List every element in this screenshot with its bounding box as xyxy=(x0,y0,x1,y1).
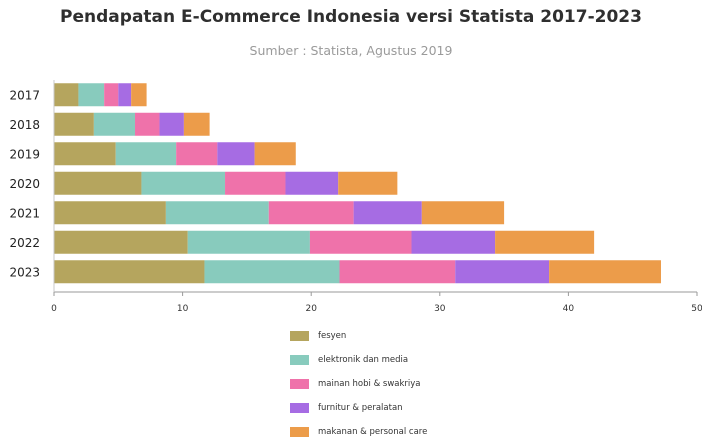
bar-2023-series-2 xyxy=(339,260,456,284)
legend-swatch xyxy=(290,427,309,437)
legend-swatch xyxy=(290,379,309,389)
legend-swatch xyxy=(290,403,309,413)
bar-2017-series-0 xyxy=(54,83,79,107)
x-tick-label: 20 xyxy=(305,304,317,314)
bar-2017-series-4 xyxy=(131,83,147,107)
bar-2022-series-3 xyxy=(411,230,496,254)
bar-2023-series-4 xyxy=(549,260,661,284)
bar-2020-series-2 xyxy=(225,171,286,195)
bar-2020-series-1 xyxy=(141,171,226,195)
y-tick-label: 2021 xyxy=(9,206,40,220)
legend-item: mainan hobi & swakriya xyxy=(290,379,421,389)
x-tick-label: 10 xyxy=(177,304,189,314)
y-tick-label: 2019 xyxy=(9,147,40,161)
bar-2018-series-3 xyxy=(159,112,184,136)
bar-2021-series-4 xyxy=(421,201,505,225)
bar-2019-series-0 xyxy=(54,142,116,166)
bar-2019-series-3 xyxy=(217,142,255,166)
bar-2021-series-0 xyxy=(54,201,166,225)
bar-2018-series-2 xyxy=(135,112,160,136)
bar-2021-series-3 xyxy=(353,201,422,225)
y-tick-label: 2017 xyxy=(9,88,40,102)
chart-subtitle: Sumber : Statista, Agustus 2019 xyxy=(249,43,453,58)
y-tick-label: 2018 xyxy=(9,118,40,132)
bar-2018-series-4 xyxy=(183,112,210,136)
legend-item: makanan & personal care xyxy=(290,427,427,437)
bar-2019-series-4 xyxy=(254,142,296,166)
bar-2022-series-2 xyxy=(309,230,412,254)
bar-2023-series-3 xyxy=(455,260,550,284)
bar-2019-series-1 xyxy=(115,142,177,166)
bar-2020-series-4 xyxy=(338,171,398,195)
legend-item: fesyen xyxy=(290,331,346,341)
bar-2021-series-1 xyxy=(165,201,269,225)
x-tick-label: 30 xyxy=(434,304,446,314)
bar-2018-series-1 xyxy=(93,112,136,136)
y-tick-label: 2023 xyxy=(9,265,40,279)
bar-2017-series-2 xyxy=(104,83,119,107)
legend-label: mainan hobi & swakriya xyxy=(318,379,421,389)
legend-swatch xyxy=(290,331,309,341)
chart-title: Pendapatan E-Commerce Indonesia versi St… xyxy=(60,7,642,27)
bar-2023-series-0 xyxy=(54,260,205,284)
bar-2018-series-0 xyxy=(54,112,94,136)
legend-label: furnitur & peralatan xyxy=(318,403,403,413)
bar-2020-series-3 xyxy=(285,171,339,195)
bar-2021-series-2 xyxy=(268,201,354,225)
bar-2017-series-1 xyxy=(78,83,105,107)
bar-2023-series-1 xyxy=(204,260,340,284)
bar-2022-series-4 xyxy=(495,230,595,254)
y-tick-label: 2022 xyxy=(9,236,40,250)
bar-2020-series-0 xyxy=(54,171,142,195)
legend-label: fesyen xyxy=(318,331,347,341)
y-tick-label: 2020 xyxy=(9,177,40,191)
bar-2022-series-0 xyxy=(54,230,188,254)
legend-label: makanan & personal care xyxy=(318,427,428,437)
legend-item: furnitur & peralatan xyxy=(290,403,403,413)
x-tick-label: 40 xyxy=(563,304,575,314)
legend-item: elektronik dan media xyxy=(290,355,408,365)
legend-label: elektronik dan media xyxy=(318,355,409,365)
legend-swatch xyxy=(290,355,309,365)
x-tick-label: 50 xyxy=(691,304,702,314)
x-tick-label: 0 xyxy=(51,304,57,314)
bar-2017-series-3 xyxy=(118,83,132,107)
bar-2022-series-1 xyxy=(187,230,310,254)
bar-2019-series-2 xyxy=(176,142,218,166)
